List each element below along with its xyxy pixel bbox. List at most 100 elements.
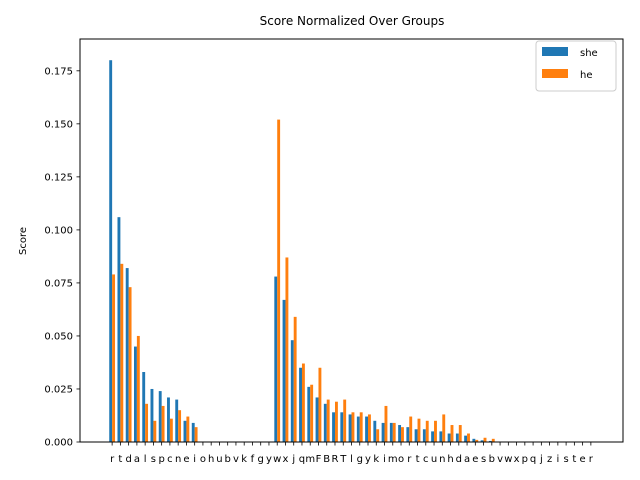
bars-group (109, 60, 495, 443)
bar-he-8 (178, 410, 182, 442)
y-tick-label: 0.075 (44, 278, 73, 289)
legend-label-he: he (580, 70, 593, 81)
chart-title: Score Normalized Over Groups (260, 14, 445, 28)
x-tick-label: o (398, 454, 404, 465)
bar-he-26 (326, 399, 330, 442)
x-tick-label: z (547, 454, 552, 465)
bar-she-41 (447, 433, 451, 442)
x-tick-label: f (251, 454, 255, 465)
bar-she-28 (340, 412, 344, 442)
bar-he-31 (368, 414, 371, 442)
bar-she-10 (191, 422, 195, 442)
bar-she-26 (323, 403, 327, 442)
bar-she-20 (274, 276, 278, 442)
x-tick-label: u (216, 454, 222, 465)
bar-he-10 (194, 427, 198, 442)
bar-he-40 (442, 414, 446, 442)
bar-he-21 (285, 257, 289, 442)
bar-he-6 (161, 405, 165, 442)
x-tick-label: w (504, 454, 512, 465)
bar-he-0 (112, 274, 116, 442)
y-tick-label: 0.000 (44, 438, 73, 449)
x-tick-label: F (316, 454, 322, 465)
bar-she-24 (307, 386, 311, 442)
bar-she-33 (381, 422, 385, 442)
bar-she-45 (480, 440, 484, 442)
bar-he-29 (351, 412, 355, 442)
x-tick-label: v (233, 454, 239, 465)
bar-he-2 (128, 287, 132, 442)
x-tick-label: w (273, 454, 281, 465)
x-tick-label: R (332, 454, 339, 465)
x-tick-label: r (110, 454, 115, 465)
bar-she-3 (134, 346, 137, 442)
legend-label-she: she (580, 48, 598, 59)
x-tick-label: x (514, 454, 520, 465)
bar-he-25 (318, 367, 322, 442)
bar-he-30 (359, 412, 363, 442)
y-axis: 0.000 0.025 0.050 0.075 0.100 0.125 0.150 0.175 (44, 66, 80, 449)
bar-she-42 (455, 433, 459, 442)
x-tick-label: a (464, 454, 470, 465)
bar-she-1 (117, 217, 121, 442)
x-tick-label: k (373, 454, 379, 465)
bar-she-35 (398, 425, 402, 442)
x-tick-label: i (193, 454, 196, 465)
bar-he-27 (334, 401, 338, 442)
x-tick-label: m (305, 454, 315, 465)
bar-he-39 (434, 420, 437, 442)
y-tick-label: 0.150 (44, 119, 73, 130)
bar-she-7 (167, 397, 170, 442)
y-tick-label: 0.100 (44, 225, 73, 236)
bar-he-1 (120, 263, 124, 442)
x-tick-label: b (225, 454, 231, 465)
bar-he-23 (301, 363, 305, 442)
x-tick-label: s (564, 454, 569, 465)
x-tick-label: y (266, 454, 272, 465)
x-tick-label: k (241, 454, 247, 465)
bar-he-32 (376, 429, 380, 442)
bar-she-36 (406, 427, 410, 442)
x-tick-label: h (447, 454, 453, 465)
x-tick-label: T (339, 454, 347, 465)
x-tick-label: i (556, 454, 559, 465)
bar-he-7 (169, 418, 173, 442)
bar-she-37 (414, 429, 418, 442)
x-tick-label: g (357, 454, 363, 465)
y-tick-label: 0.025 (44, 384, 73, 395)
bar-she-2 (125, 268, 129, 442)
x-tick-label: t (416, 454, 420, 465)
bar-she-21 (282, 299, 286, 442)
bar-he-3 (136, 335, 140, 442)
x-tick-label: q (299, 454, 305, 465)
y-tick-label: 0.050 (44, 331, 73, 342)
x-tick-label: c (423, 454, 429, 465)
bar-he-9 (186, 416, 190, 442)
bar-she-9 (183, 420, 187, 442)
bar-he-34 (392, 422, 396, 442)
bar-he-35 (401, 427, 404, 442)
bar-she-25 (315, 397, 319, 442)
bar-she-8 (175, 399, 179, 442)
bar-she-44 (472, 438, 476, 442)
x-tick-label: n (175, 454, 181, 465)
bar-she-39 (431, 431, 435, 442)
x-tick-label: g (258, 454, 264, 465)
plot-frame (79, 38, 624, 443)
bar-she-30 (356, 416, 360, 442)
x-tick-label: b (489, 454, 495, 465)
x-tick-label: q (530, 454, 536, 465)
x-tick-label: a (134, 454, 140, 465)
x-tick-label: p (522, 454, 528, 465)
x-tick-label: r (589, 454, 594, 465)
x-tick-label: n (439, 454, 445, 465)
bar-she-40 (439, 431, 443, 442)
legend: she he (535, 40, 617, 92)
x-tick-label: e (580, 454, 586, 465)
y-tick-label: 0.175 (44, 66, 73, 77)
bar-he-5 (153, 420, 157, 442)
x-tick-label: m (388, 454, 398, 465)
x-tick-label: l (350, 454, 353, 465)
x-tick-label: t (572, 454, 576, 465)
